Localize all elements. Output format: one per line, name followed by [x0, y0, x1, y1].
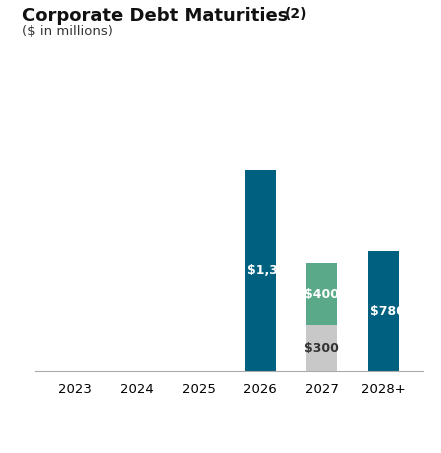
Text: $780: $780	[370, 305, 405, 318]
Text: $1,303: $1,303	[247, 264, 295, 277]
Text: ($ in millions): ($ in millions)	[22, 25, 113, 38]
Text: Corporate Debt Maturities: Corporate Debt Maturities	[22, 7, 288, 25]
Bar	[245, 170, 276, 371]
Bar	[368, 251, 399, 371]
Text: $400: $400	[304, 288, 339, 301]
Text: $300: $300	[304, 342, 339, 355]
Bar	[306, 263, 337, 325]
Bar	[306, 325, 337, 371]
Legend: Convertible Notes, Term Loan B, Senior Secured Note: Convertible Notes, Term Loan B, Senior S…	[51, 451, 407, 453]
Text: (2): (2)	[284, 7, 307, 21]
